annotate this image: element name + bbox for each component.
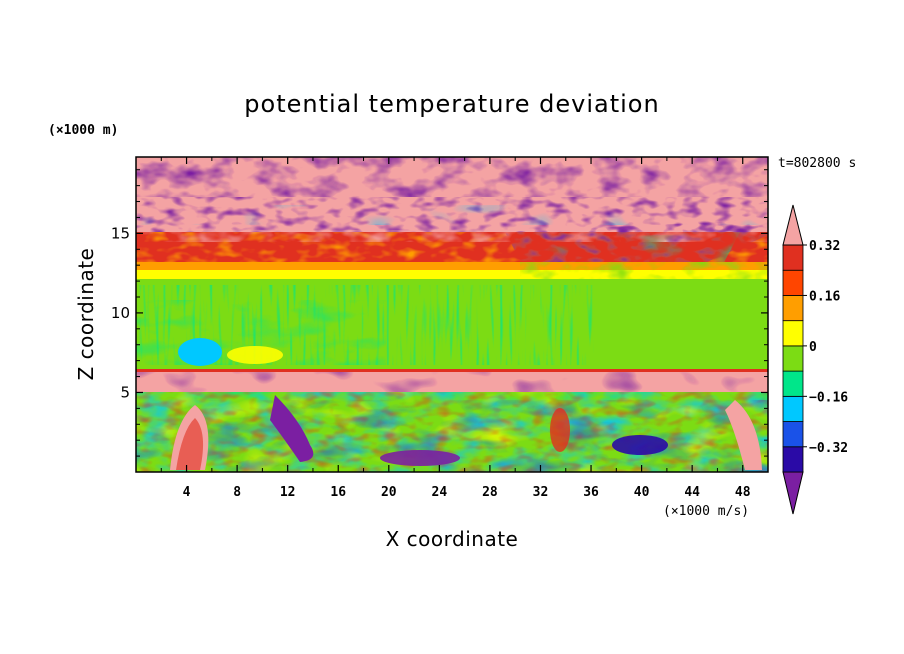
x-tick-label: 40	[634, 485, 650, 500]
x-tick-label: 16	[330, 485, 346, 500]
x-tick-label: 8	[233, 485, 241, 500]
x-tick-label: 36	[583, 485, 599, 500]
colorbar-label: 0.16	[809, 289, 840, 304]
x-tick-label: 44	[684, 485, 700, 500]
contour-field	[136, 157, 768, 472]
colorbar	[782, 204, 804, 515]
x-tick-label: 32	[533, 485, 549, 500]
x-unit-label: (×1000 m/s)	[663, 504, 749, 519]
time-label: t=802800 s	[778, 156, 856, 171]
colorbar-label: −0.16	[809, 390, 848, 405]
colorbar-segment	[782, 244, 804, 271]
colorbar-label: −0.32	[809, 441, 848, 456]
y-tick-label: 5	[120, 383, 130, 401]
y-axis: 5 10 15	[111, 169, 768, 457]
x-tick-label: 4	[183, 485, 191, 500]
chart-title: potential temperature deviation	[244, 90, 659, 118]
x-axis-label: X coordinate	[386, 527, 519, 551]
x-tick-label: 28	[482, 485, 498, 500]
plot-frame	[135, 156, 769, 473]
y-tick-label: 15	[111, 224, 130, 242]
colorbar-labels: 0.32 0.16 0 −0.16 −0.32	[803, 239, 848, 456]
colorbar-segment	[782, 446, 804, 473]
colorbar-segment	[782, 269, 804, 296]
colorbar-label: 0.32	[809, 239, 840, 254]
x-tick-label: 12	[280, 485, 296, 500]
colorbar-segment	[782, 295, 804, 322]
x-axis: 4 8 12 16 20 24 28 32 36 40 44 48	[160, 157, 751, 500]
colorbar-segment	[782, 320, 804, 347]
x-tick-label: 48	[735, 485, 751, 500]
colorbar-max-extension	[782, 204, 804, 246]
colorbar-segment	[782, 395, 804, 422]
y-tick-label: 10	[111, 304, 130, 322]
colorbar-segment	[782, 421, 804, 448]
x-tick-label: 24	[432, 485, 448, 500]
colorbar-min-extension	[782, 471, 804, 515]
x-tick-label: 20	[381, 485, 397, 500]
y-unit-label: (×1000 m)	[48, 123, 118, 138]
colorbar-segment	[782, 345, 804, 372]
colorbar-label: 0	[809, 340, 817, 355]
colorbar-segment	[782, 370, 804, 397]
y-axis-label: Z coordinate	[74, 248, 98, 381]
